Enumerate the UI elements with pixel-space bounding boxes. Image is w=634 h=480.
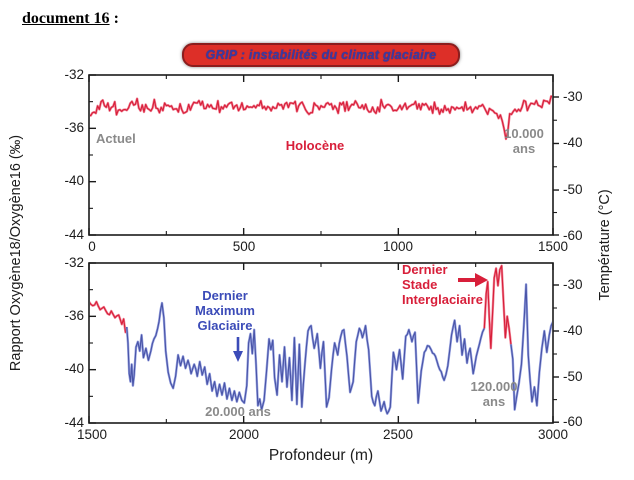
top-x-tick-3: 1500 [537,239,569,254]
y-axis-right-label: Température (°C) [597,189,613,301]
bottom-right-tick-0: -30 [563,277,583,292]
bottom-left-tick-1: -36 [64,308,84,323]
top-x-tick-2: 1000 [382,239,414,254]
top-left-tick-0: -32 [64,67,84,82]
annotation-10000-ans: 10.000 ans [504,126,544,156]
top-x-tick-1: 500 [232,239,256,254]
top-right-tick-1: -40 [563,135,583,150]
bottom-x-tick-3: 3000 [537,427,569,442]
annotation-dernier-maximum-glaciaire: Dernier Maximum Glaciaire [195,288,255,333]
bottom-x-tick-1: 2000 [228,427,260,442]
top-right-tick-2: -50 [563,182,583,197]
bottom-right-tick-3: -60 [563,414,583,429]
annotation-20000-ans: 20.000 ans [205,404,271,419]
bottom-right-tick-2: -50 [563,369,583,384]
annotation-actuel: Actuel [96,131,136,146]
document-title-text: document 16 [22,10,110,27]
annotation-holocene: Holocène [285,138,345,153]
top-left-tick-3: -44 [64,227,84,242]
figure-banner: GRIP : instabilités du climat glaciaire [182,43,460,67]
bottom-right-tick-1: -40 [563,323,583,338]
y-axis-left-label: Rapport Oxygène18/Oxygène16 (‰) [8,134,24,372]
bottom-left-tick-3: -44 [64,415,84,430]
bottom-x-tick-0: 1500 [76,427,108,442]
top-left-tick-1: -36 [64,120,84,135]
bottom-left-tick-0: -32 [64,255,84,270]
top-right-tick-3: -60 [563,228,583,243]
top-left-tick-2: -40 [64,173,84,188]
bottom-left-tick-2: -40 [64,361,84,376]
document-title: document 16 : [22,10,119,28]
annotation-dernier-stade-interglaciaire: Dernier Stade Interglaciaire [402,262,483,307]
top-right-tick-0: -30 [563,89,583,104]
x-axis-label: Profondeur (m) [268,447,374,464]
document-title-colon: : [109,10,119,27]
top-x-tick-0: 0 [88,239,96,254]
figure-banner-text: GRIP : instabilités du climat glaciaire [205,48,437,62]
bottom-x-tick-2: 2500 [382,427,414,442]
annotation-120000-ans: 120.000 ans [470,379,518,409]
